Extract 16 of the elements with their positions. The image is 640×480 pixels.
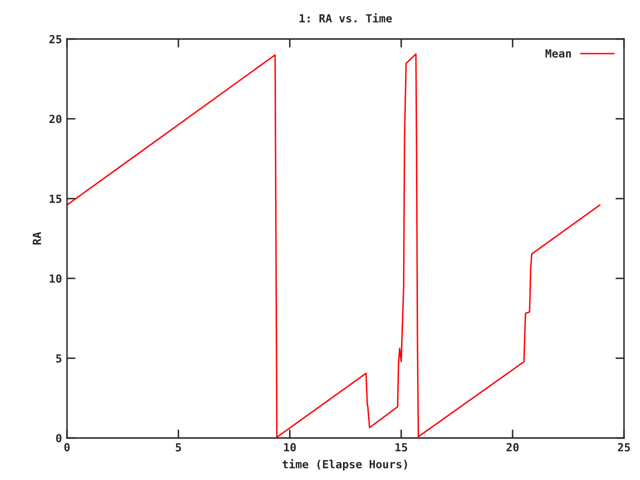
y-tick-label: 10 [50,274,62,283]
y-tick-label: 25 [49,34,62,44]
y-axis-title: RA [32,232,41,244]
x-tick-label: 15 [396,443,408,452]
y-tick-label: 0 [56,434,62,442]
x-axis-title: time (Elapse Hours) [282,459,407,471]
x-tick-label: 5 [176,443,181,452]
x-tick-label: 20 [506,443,519,452]
x-tick-label: 10 [284,443,296,452]
x-tick-label: 25 [618,443,630,452]
y-tick-label: 20 [49,114,62,124]
chart-title: 1: RA vs. Time [300,13,392,22]
legend-label: Mean [545,49,571,58]
y-tick-label: 5 [56,354,62,363]
y-tick-label: 15 [50,194,62,203]
x-tick-label: 0 [64,443,70,452]
